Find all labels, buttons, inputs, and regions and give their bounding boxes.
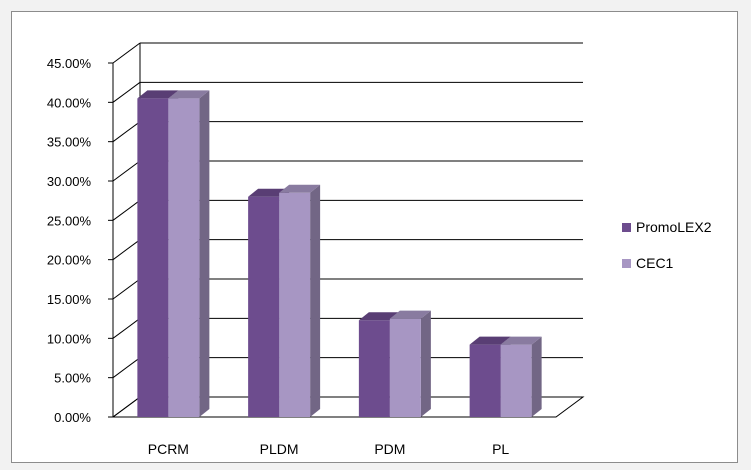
y-tick-label: 45.00% — [47, 56, 92, 71]
bar-top — [469, 336, 511, 345]
bar-top — [389, 310, 431, 319]
bar — [358, 320, 390, 417]
y-tick-label: 40.00% — [47, 95, 92, 110]
bar-top — [168, 90, 210, 99]
gridline-diagonal — [112, 317, 141, 339]
gridline-diagonal — [112, 81, 141, 103]
bar-top — [137, 90, 179, 99]
x-tick-label: PL — [492, 441, 509, 457]
legend-swatch — [622, 259, 631, 268]
gridline-diagonal — [112, 121, 141, 143]
bar — [389, 318, 421, 417]
y-tick-label: 0.00% — [54, 410, 91, 425]
y-tick-label: 5.00% — [54, 371, 91, 386]
bar-top — [279, 184, 321, 193]
bar — [137, 98, 169, 418]
bar-side — [420, 310, 431, 417]
x-tick-label: PCRM — [148, 441, 189, 457]
bar-side — [199, 90, 210, 418]
bar — [469, 344, 501, 417]
bar-top — [500, 336, 542, 345]
gridline-diagonal — [112, 42, 141, 64]
gridline-diagonal — [112, 160, 141, 182]
gridline-diagonal — [112, 357, 141, 379]
y-tick-label: 25.00% — [47, 213, 92, 228]
x-tick-label: PDM — [374, 441, 405, 457]
bar-top — [248, 188, 290, 197]
bar-side — [310, 184, 321, 417]
y-tick-label: 10.00% — [47, 331, 92, 346]
legend-swatch — [622, 223, 631, 232]
y-tick-label: 15.00% — [47, 292, 92, 307]
gridline-diagonal — [112, 199, 141, 221]
legend-label: CEC1 — [636, 255, 674, 271]
x-tick-label: PLDM — [260, 441, 299, 457]
y-tick-label: 35.00% — [47, 135, 92, 150]
bar — [168, 98, 200, 418]
bar-side — [531, 336, 542, 417]
bar — [248, 196, 280, 417]
bar — [500, 344, 532, 417]
bar — [279, 192, 311, 417]
y-tick-label: 30.00% — [47, 174, 92, 189]
legend-label: PromoLEX2 — [636, 219, 712, 235]
bar-top — [358, 312, 400, 321]
gridline-diagonal — [112, 278, 141, 300]
y-tick-label: 20.00% — [47, 253, 92, 268]
gridline-diagonal — [112, 239, 141, 261]
